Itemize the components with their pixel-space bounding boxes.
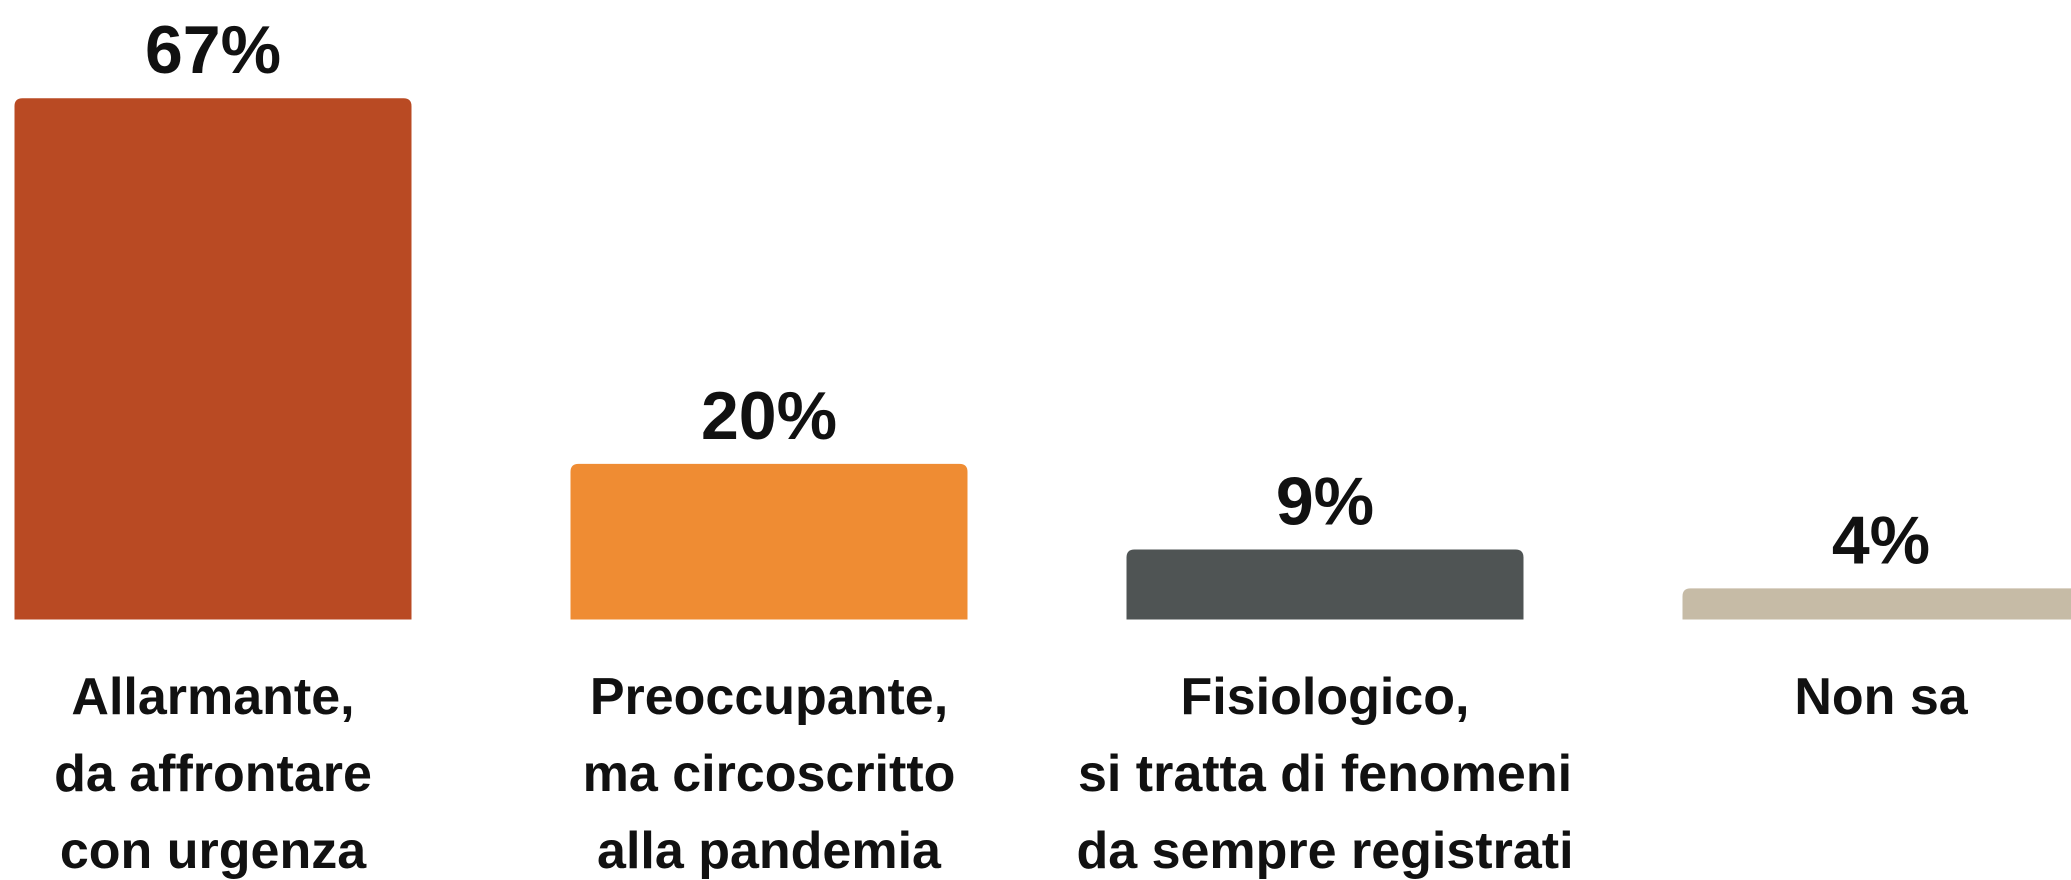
category-label: con urgenza — [60, 822, 367, 880]
category-label: alla pandemia — [597, 822, 942, 880]
category-label: ma circoscritto — [583, 745, 956, 803]
category-label: Fisiologico, — [1181, 668, 1470, 726]
bar — [14, 98, 412, 620]
category-label: da affrontare — [54, 745, 372, 803]
value-label: 4% — [1832, 502, 1930, 578]
value-label: 20% — [701, 378, 837, 454]
category-label: Non sa — [1794, 668, 1968, 726]
category-label: si tratta di fenomeni — [1078, 745, 1572, 803]
value-label: 9% — [1276, 463, 1374, 539]
bar — [1682, 588, 2071, 620]
value-label: 67% — [145, 12, 281, 88]
category-label: Preoccupante, — [590, 668, 948, 726]
category-label: Allarmante, — [71, 668, 354, 726]
bar — [570, 463, 968, 620]
category-label: da sempre registrati — [1076, 822, 1573, 880]
bar — [1126, 549, 1524, 620]
